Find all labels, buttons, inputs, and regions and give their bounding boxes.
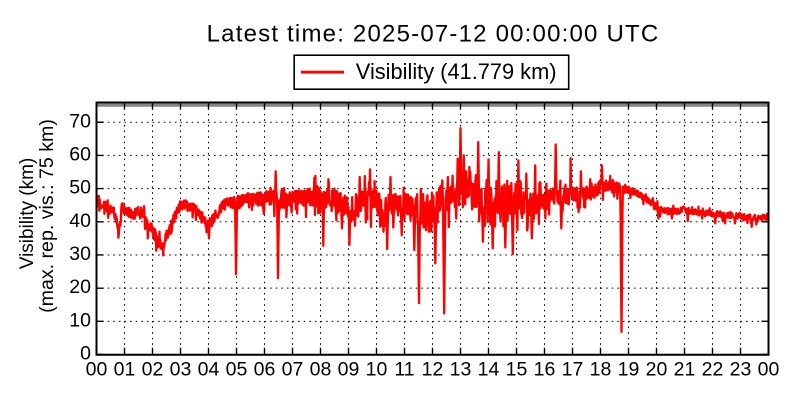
svg-text:Latest time: 2025-07-12 00:00:: Latest time: 2025-07-12 00:00:00 UTC <box>207 21 660 48</box>
svg-text:16: 16 <box>534 359 556 381</box>
svg-text:19: 19 <box>618 359 640 381</box>
svg-text:23: 23 <box>730 359 752 381</box>
svg-text:08: 08 <box>310 359 332 381</box>
svg-text:13: 13 <box>450 359 472 381</box>
svg-text:15: 15 <box>506 359 528 381</box>
svg-text:09: 09 <box>338 359 360 381</box>
svg-text:21: 21 <box>674 359 696 381</box>
svg-text:17: 17 <box>562 359 584 381</box>
svg-text:(max. rep. vis.: 75 km): (max. rep. vis.: 75 km) <box>36 119 58 313</box>
svg-text:00: 00 <box>86 359 108 381</box>
svg-text:12: 12 <box>422 359 444 381</box>
svg-text:11: 11 <box>394 359 414 381</box>
svg-text:40: 40 <box>69 210 91 232</box>
svg-text:30: 30 <box>69 243 91 265</box>
svg-text:06: 06 <box>254 359 276 381</box>
svg-text:Visibility (km): Visibility (km) <box>17 158 38 270</box>
svg-text:70: 70 <box>69 110 91 132</box>
svg-text:20: 20 <box>646 359 668 381</box>
svg-text:Visibility (41.779 km): Visibility (41.779 km) <box>356 59 557 84</box>
svg-text:14: 14 <box>478 359 500 381</box>
svg-text:02: 02 <box>142 359 164 381</box>
svg-text:07: 07 <box>282 359 304 381</box>
svg-text:04: 04 <box>198 359 220 381</box>
svg-text:60: 60 <box>69 144 91 166</box>
svg-text:22: 22 <box>702 359 724 381</box>
svg-text:03: 03 <box>170 359 192 381</box>
svg-text:05: 05 <box>226 359 248 381</box>
svg-text:50: 50 <box>69 177 91 199</box>
svg-text:20: 20 <box>69 276 91 298</box>
svg-text:10: 10 <box>366 359 388 381</box>
svg-text:10: 10 <box>69 309 91 331</box>
svg-text:18: 18 <box>590 359 612 381</box>
svg-text:0: 0 <box>80 343 91 365</box>
svg-text:01: 01 <box>114 359 136 381</box>
svg-text:00: 00 <box>758 359 780 381</box>
